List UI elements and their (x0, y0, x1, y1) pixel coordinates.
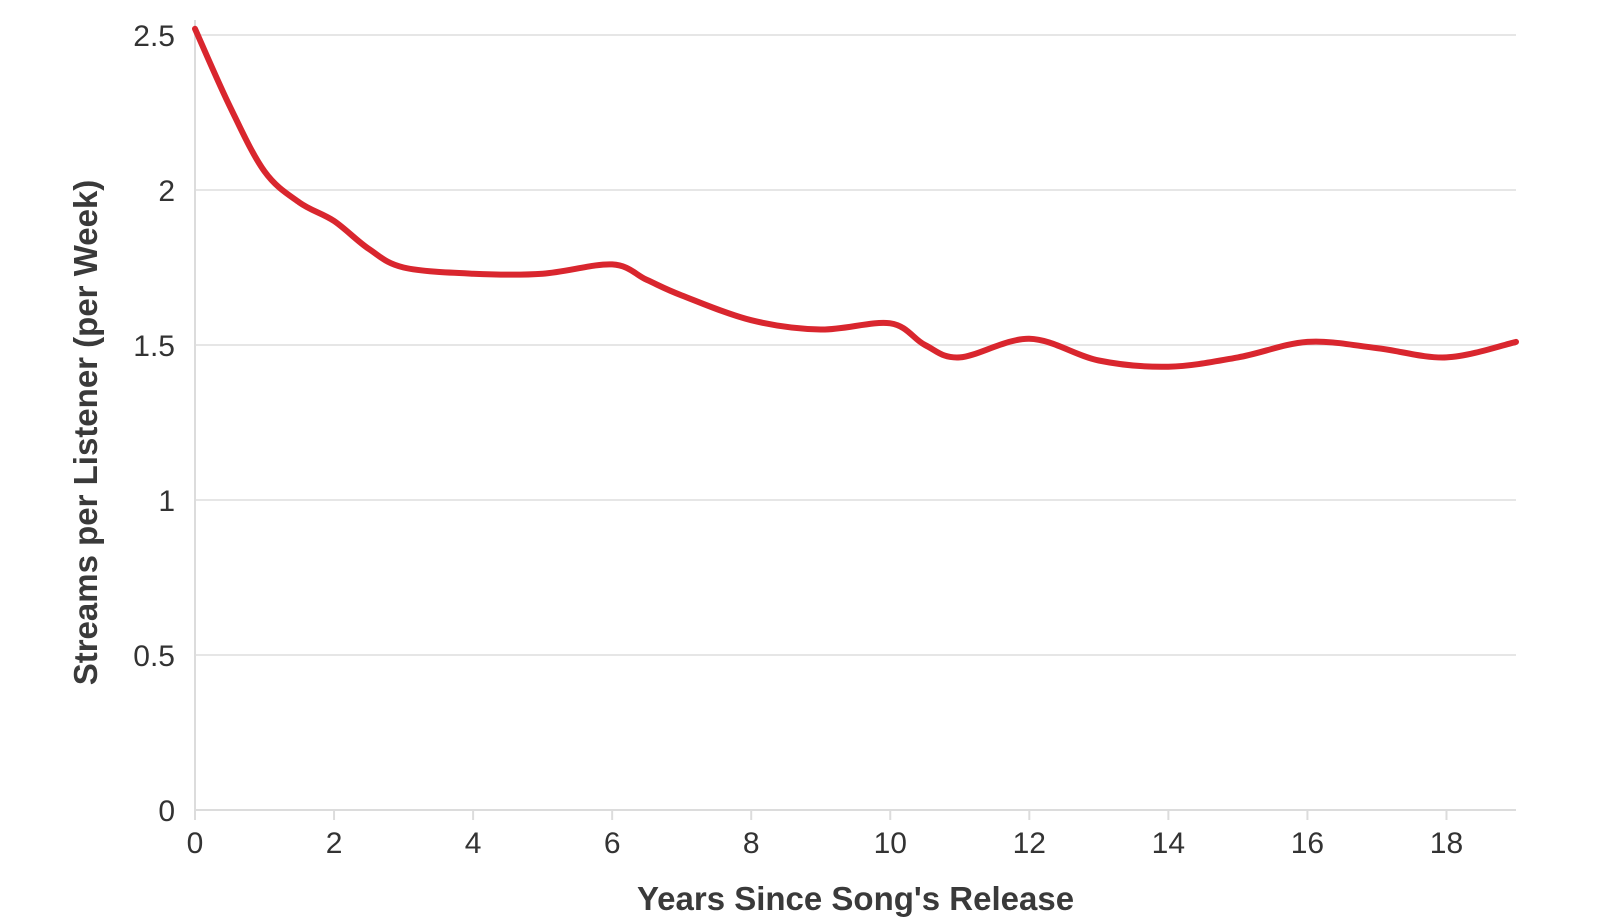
x-tick-label: 18 (1430, 827, 1463, 860)
y-tick-label: 2 (158, 175, 175, 208)
y-tick-label: 0 (158, 795, 175, 828)
y-axis-title: Streams per Listener (per Week) (67, 180, 104, 686)
x-tick-label: 2 (326, 827, 343, 860)
x-tick-label: 10 (874, 827, 907, 860)
x-tick-label: 0 (187, 827, 204, 860)
gridlines (195, 34, 1516, 656)
y-tick-label: 1 (158, 485, 175, 518)
y-tick-label: 1.5 (133, 330, 175, 363)
x-tick-label: 4 (465, 827, 482, 860)
axes (194, 20, 1516, 820)
x-tick-label: 12 (1013, 827, 1046, 860)
x-tick-label: 8 (743, 827, 760, 860)
x-tick-label: 6 (604, 827, 621, 860)
y-tick-label: 0.5 (133, 640, 175, 673)
tick-labels: 0 0.5 1 1.5 2 2.5 0 2 4 6 8 10 12 14 16 18 (133, 20, 1463, 860)
series-group (192, 25, 1519, 370)
y-tick-label: 2.5 (133, 20, 175, 53)
x-axis-title: Years Since Song's Release (637, 880, 1074, 917)
x-tick-label: 14 (1152, 827, 1185, 860)
x-tick-label: 16 (1291, 827, 1324, 860)
series-line (192, 25, 1519, 370)
